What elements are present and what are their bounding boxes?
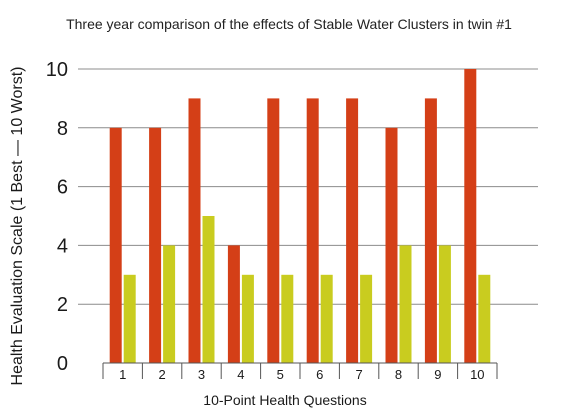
x-tick-label: 5	[277, 367, 284, 382]
x-axis: 1 2 3 4 5 6 7 8 9 10	[102, 362, 498, 382]
bar-series2-6	[320, 274, 333, 363]
bar-series1-9	[424, 98, 437, 364]
x-tick-label: 9	[434, 367, 441, 382]
bar-series2-8	[399, 245, 412, 363]
bar-series1-2	[149, 127, 162, 363]
bar-series1-1	[109, 127, 122, 363]
bar-series1-4	[227, 245, 240, 363]
x-tick-label: 7	[355, 367, 362, 382]
bar-series1-7	[346, 98, 359, 364]
x-tick-label: 3	[198, 367, 205, 382]
bars	[109, 69, 491, 364]
bar-series2-2	[163, 245, 176, 363]
y-tick-label: 4	[57, 235, 68, 257]
bar-series1-5	[267, 98, 280, 364]
x-tick-label: 6	[316, 367, 323, 382]
y-tick-label: 6	[57, 177, 68, 199]
y-axis-ticks: 0 2 4 6 8 10	[46, 59, 68, 375]
bar-series2-10	[478, 274, 491, 363]
y-tick-label: 2	[57, 294, 68, 316]
bar-series2-9	[438, 245, 451, 363]
y-axis-label: Health Evaluation Scale (1 Best — 10 Wor…	[9, 67, 26, 386]
x-tick-label: 4	[237, 367, 244, 382]
bar-series2-7	[360, 274, 373, 363]
bar-series2-1	[123, 274, 136, 363]
bar-series1-8	[385, 127, 398, 363]
bar-series2-3	[202, 216, 215, 363]
y-tick-label: 8	[57, 118, 68, 140]
chart-title: Three year comparison of the effects of …	[66, 16, 512, 32]
bar-series2-4	[241, 274, 254, 363]
x-tick-label: 2	[158, 367, 165, 382]
bar-series1-10	[464, 69, 477, 363]
x-tick-label: 1	[119, 367, 126, 382]
bar-series1-3	[188, 98, 201, 364]
x-tick-label: 8	[395, 367, 402, 382]
y-tick-label: 10	[46, 59, 68, 81]
x-tick-label: 10	[470, 367, 484, 382]
x-axis-label: 10-Point Health Questions	[203, 392, 366, 408]
bar-series1-6	[306, 98, 319, 364]
bar-series2-5	[281, 274, 294, 363]
y-tick-label: 0	[57, 353, 68, 375]
